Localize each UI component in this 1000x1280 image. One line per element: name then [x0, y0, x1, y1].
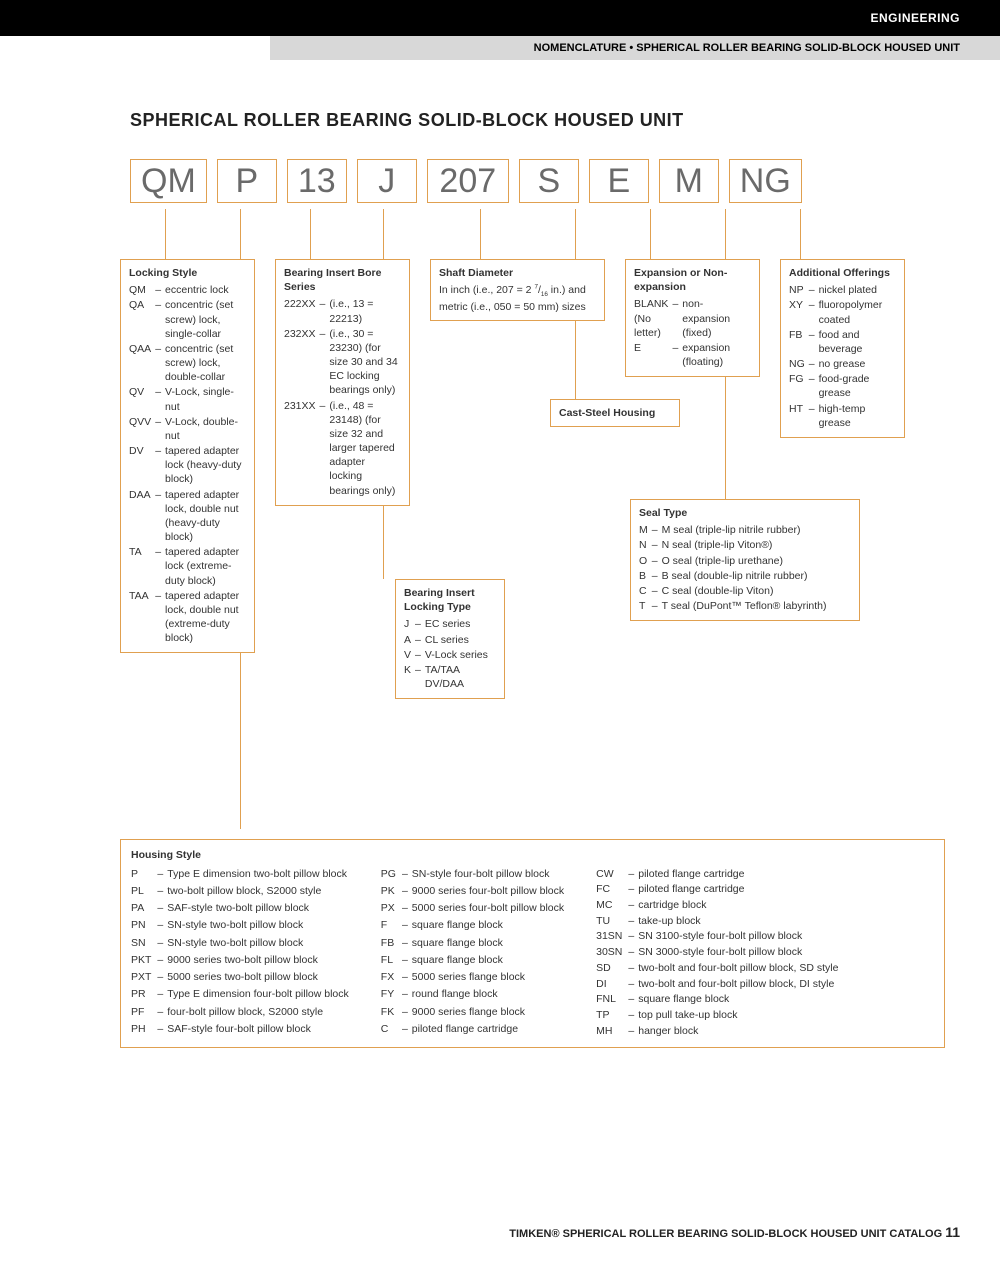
housing-box: Housing Style P–Type E dimension two-bol… [120, 839, 945, 1048]
expansion-table: BLANK(Noletter)–non-expansion(fixed) E–e… [634, 297, 732, 370]
locking-style-box: Locking Style QM–eccentric lockQA–concen… [120, 259, 255, 653]
content: SPHERICAL ROLLER BEARING SOLID-BLOCK HOU… [0, 60, 1000, 909]
box-heading: Cast-Steel Housing [559, 406, 671, 420]
code-row: QM P 13 J 207 S E M NG [130, 159, 960, 203]
code-box: S [519, 159, 579, 203]
shaft-diameter-box: Shaft Diameter In inch (i.e., 207 = 2 7/… [430, 259, 605, 321]
footer-text: SPHERICAL ROLLER BEARING SOLID-BLOCK HOU… [563, 1228, 943, 1240]
connector [650, 209, 651, 259]
footer-brand: TIMKEN® [509, 1228, 559, 1240]
code-box: NG [729, 159, 802, 203]
code-box: E [589, 159, 649, 203]
shaft-diameter-desc: In inch (i.e., 207 = 2 7/16 in.) and met… [439, 283, 596, 314]
connector-area: Locking Style QM–eccentric lockQA–concen… [130, 209, 960, 909]
page-number: 11 [945, 1224, 960, 1240]
page-title: SPHERICAL ROLLER BEARING SOLID-BLOCK HOU… [130, 110, 960, 131]
code-box: 13 [287, 159, 347, 203]
box-heading: Locking Style [129, 266, 246, 280]
connector [480, 209, 481, 259]
code-box: 207 [427, 159, 509, 203]
bore-series-box: Bearing Insert Bore Series 222XX–(i.e., … [275, 259, 410, 506]
code-box: J [357, 159, 417, 203]
locking-type-box: Bearing Insert Locking Type J–EC seriesA… [395, 579, 505, 699]
code-box: P [217, 159, 277, 203]
header-category: ENGINEERING [870, 11, 960, 25]
housing-col: PG–SN-style four-bolt pillow blockPK–900… [381, 867, 566, 1040]
additional-table: NP–nickel platedXY–fluoropolymer coatedF… [789, 283, 896, 431]
footer: TIMKEN® SPHERICAL ROLLER BEARING SOLID-B… [509, 1224, 960, 1240]
connector [310, 209, 311, 259]
cast-steel-box: Cast-Steel Housing [550, 399, 680, 427]
bore-series-table: 222XX–(i.e., 13 = 22213)232XX–(i.e., 30 … [284, 297, 401, 498]
seal-type-box: Seal Type M–M seal (triple-lip nitrile r… [630, 499, 860, 621]
additional-box: Additional Offerings NP–nickel platedXY–… [780, 259, 905, 438]
box-heading: Seal Type [639, 506, 851, 520]
locking-type-table: J–EC seriesA–CL seriesV–V-Lock seriesK–T… [404, 617, 496, 692]
box-heading: Bearing Insert Locking Type [404, 586, 496, 614]
locking-style-table: QM–eccentric lockQA–concentric (set scre… [129, 283, 246, 646]
header-gray-bar: NOMENCLATURE • SPHERICAL ROLLER BEARING … [270, 36, 1000, 60]
housing-col: P–Type E dimension two-bolt pillow block… [131, 867, 351, 1040]
box-heading: Bearing Insert Bore Series [284, 266, 401, 294]
header-black-bar: ENGINEERING [0, 0, 1000, 36]
header-subtitle: NOMENCLATURE • SPHERICAL ROLLER BEARING … [534, 42, 960, 54]
connector [800, 209, 801, 259]
connector [165, 209, 166, 259]
box-heading: Expansion or Non-expansion [634, 266, 751, 294]
expansion-box: Expansion or Non-expansion BLANK(Nolette… [625, 259, 760, 377]
housing-columns: P–Type E dimension two-bolt pillow block… [131, 867, 934, 1040]
seal-type-table: M–M seal (triple-lip nitrile rubber)N–N … [639, 523, 829, 614]
box-heading: Additional Offerings [789, 266, 896, 280]
code-box: QM [130, 159, 207, 203]
code-box: M [659, 159, 719, 203]
box-heading: Housing Style [131, 848, 934, 863]
box-heading: Shaft Diameter [439, 266, 596, 280]
housing-col: CW–piloted flange cartridgeFC–piloted fl… [596, 867, 840, 1040]
